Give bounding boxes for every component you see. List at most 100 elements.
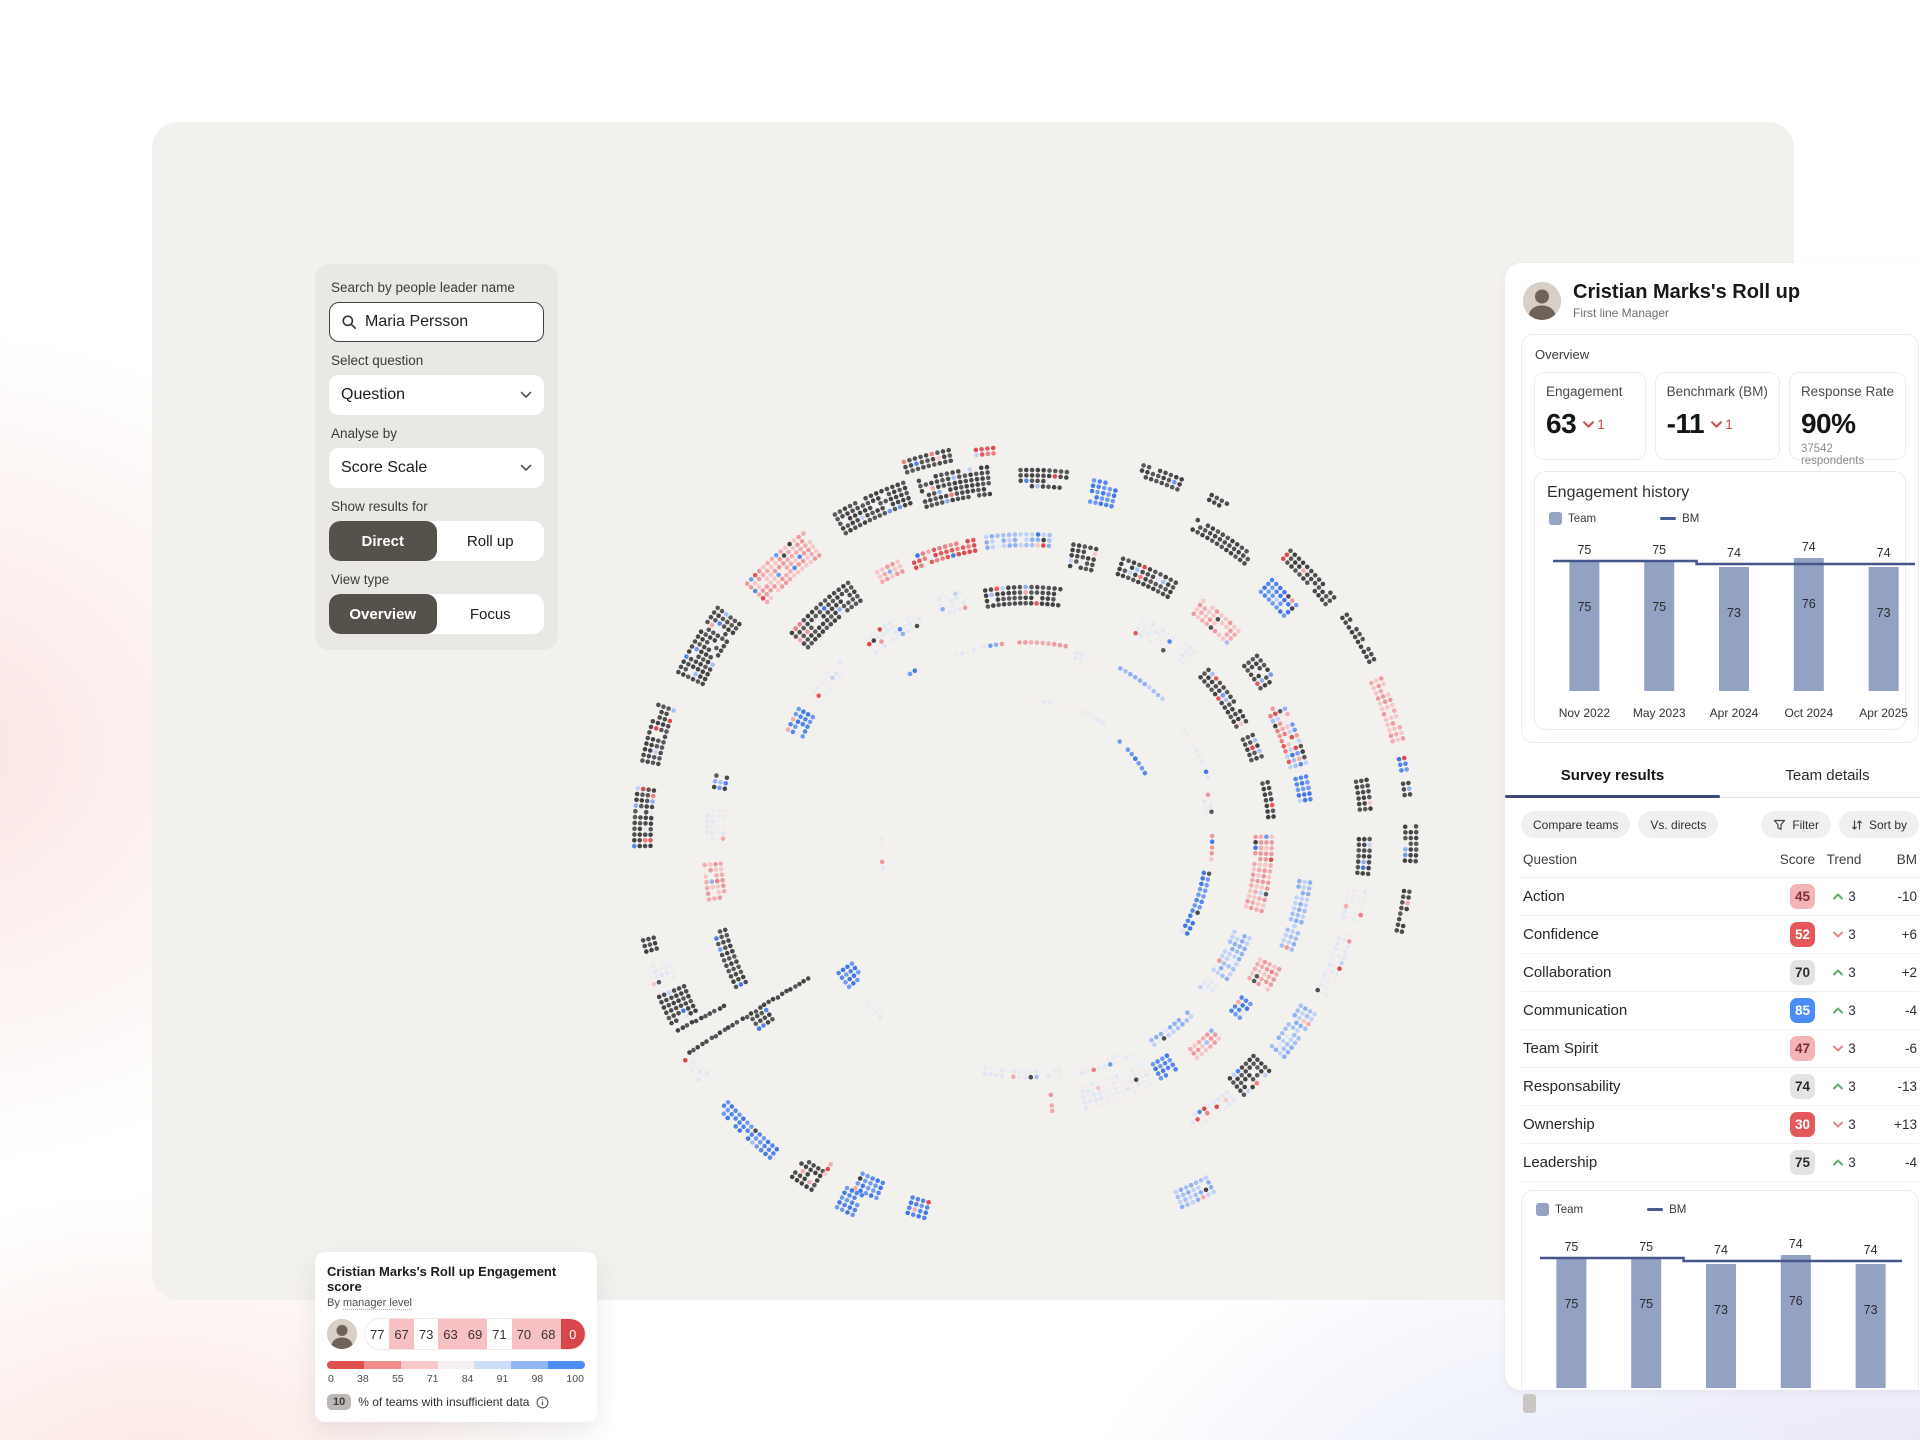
table-row[interactable]: Team Spirit 47 3 -6 [1521,1030,1919,1068]
question-label: Communication [1523,1002,1628,1019]
score-badge: 85 [1790,998,1815,1023]
svg-text:76: 76 [1789,1294,1803,1308]
trend-cell: 3 [1815,1155,1873,1170]
svg-text:74: 74 [1727,546,1741,560]
delta-down: 1 [1710,416,1733,432]
table-row[interactable]: Leadership 75 3 -4 [1521,1144,1919,1182]
filter-bar: Compare teams Vs. directs Filter Sort by [1521,798,1919,850]
view-type-label: View type [331,572,390,587]
manager-level-score-strip: 77 67 73 63 69 71 70 68 0 [365,1319,585,1349]
legend-title: Cristian Marks's Roll up Engagement scor… [327,1264,557,1294]
svg-text:Nov 2022: Nov 2022 [1559,706,1611,720]
analyse-by-select[interactable]: Score Scale [329,448,544,488]
legend-subtitle: By manager level [327,1297,412,1310]
question-label: Confidence [1523,926,1599,943]
table-row[interactable]: Action 45 3 -10 [1521,878,1919,916]
toggle-option-focus[interactable]: Focus [469,605,511,623]
bm-cell: -4 [1904,1003,1917,1018]
sort-arrows-icon [1851,819,1863,831]
table-row[interactable]: Communication 85 3 -4 [1521,992,1919,1030]
svg-text:73: 73 [1864,1303,1878,1317]
score-badge: 45 [1790,884,1815,909]
tab-survey-results[interactable]: Survey results [1505,755,1720,798]
question-label: Collaboration [1523,964,1612,981]
score-color-scale [327,1361,585,1369]
score-badge: 47 [1790,1036,1815,1061]
toggle-option-overview[interactable]: Overview [329,594,437,634]
compare-teams-button[interactable]: Compare teams [1521,811,1631,838]
survey-history-card: Team BM 75 75 75 75 74 73 74 76 74 73 [1521,1190,1919,1390]
insufficient-data-text: % of teams with insufficient data [358,1395,530,1409]
manager-level-score-chip: 68 [536,1319,561,1349]
tab-team-details[interactable]: Team details [1785,767,1870,784]
view-type-toggle: Overview Focus [329,594,544,634]
bm-cell: +13 [1894,1117,1917,1132]
search-box[interactable] [329,302,544,342]
org-spiral-visualization[interactable] [577,391,1477,1291]
svg-text:75: 75 [1577,600,1591,614]
delta-down: 1 [1582,416,1605,432]
score-badge: 52 [1790,922,1815,947]
table-header: Question Score Trend BM [1521,850,1919,878]
manager-level-score-chip: 77 [369,1326,385,1342]
filter-button[interactable]: Filter [1761,811,1831,838]
question-select[interactable]: Question [329,375,544,415]
tabs: Survey results Team details [1505,755,1920,798]
svg-text:74: 74 [1789,1237,1803,1251]
team-swatch [1549,512,1562,525]
chart-legend: Team BM [1534,1203,1906,1216]
avatar [327,1319,357,1349]
score-badge: 70 [1790,960,1815,985]
table-row[interactable]: Responsability 74 3 -13 [1521,1068,1919,1106]
search-input[interactable] [365,313,532,331]
svg-text:Apr 2025: Apr 2025 [1859,706,1908,720]
chevron-down-icon [520,391,532,399]
question-label: Responsability [1523,1078,1621,1095]
trend-cell: 3 [1815,889,1873,904]
question-select-value: Question [341,386,406,403]
score-badge: 75 [1790,1150,1815,1175]
stat-benchmark: Benchmark (BM) -11 1 [1654,372,1780,460]
svg-text:75: 75 [1564,1297,1578,1311]
score-badge: 30 [1790,1112,1815,1137]
question-label: Team Spirit [1523,1040,1599,1057]
toggle-option-direct[interactable]: Direct [329,521,437,561]
panel-header: Cristian Marks's Roll up First line Mana… [1521,279,1919,334]
stat-response-rate: Response Rate 90% 37542 respondents [1788,372,1906,467]
manager-level-score-chip: 70 [511,1319,537,1349]
engagement-history-card: Engagement history Team BM 75 75 Nov 2022 7… [1534,471,1915,730]
question-label: Ownership [1523,1116,1595,1133]
bm-cell: +2 [1901,965,1917,980]
trend-cell: 3 [1815,1041,1873,1056]
chart-legend: Team BM [1547,512,1893,525]
svg-text:May 2023: May 2023 [1633,706,1686,720]
manager-level-score-chip: 0 [560,1319,585,1349]
sort-by-button[interactable]: Sort by [1838,811,1919,838]
svg-text:75: 75 [1639,1240,1653,1254]
svg-text:74: 74 [1877,546,1891,560]
overview-label: Overview [1535,347,1590,362]
info-icon[interactable] [536,1396,549,1409]
bm-cell: -4 [1904,1155,1917,1170]
survey-table-body: Action 45 3 -10 Confidence 52 3 +6 Collaboration… [1521,878,1919,1182]
svg-text:76: 76 [1802,597,1816,611]
trend-cell: 3 [1815,965,1873,980]
dashboard-canvas: Search by people leader name Select ques… [152,122,1920,1422]
table-row[interactable]: Collaboration 70 3 +2 [1521,954,1919,992]
table-row[interactable]: Ownership 30 3 +13 [1521,1106,1919,1144]
trend-cell: 3 [1815,1079,1873,1094]
vs-directs-button[interactable]: Vs. directs [1638,811,1719,838]
table-row[interactable]: Confidence 52 3 +6 [1521,916,1919,954]
manager-level-score-chip: 69 [462,1319,488,1349]
insufficient-data-badge: 10 [327,1394,352,1410]
analyse-by-value: Score Scale [341,459,428,476]
horizontal-scrollbar-thumb[interactable] [1523,1394,1536,1413]
stat-engagement: Engagement 63 1 [1534,372,1646,460]
svg-text:73: 73 [1727,606,1741,620]
manager-level-score-chip: 63 [438,1319,463,1349]
svg-text:75: 75 [1652,543,1666,557]
survey-history-chart: 75 75 75 75 74 73 74 76 74 73 [1540,1237,1902,1388]
svg-text:73: 73 [1714,1303,1728,1317]
toggle-option-roll-up[interactable]: Roll up [466,532,514,550]
